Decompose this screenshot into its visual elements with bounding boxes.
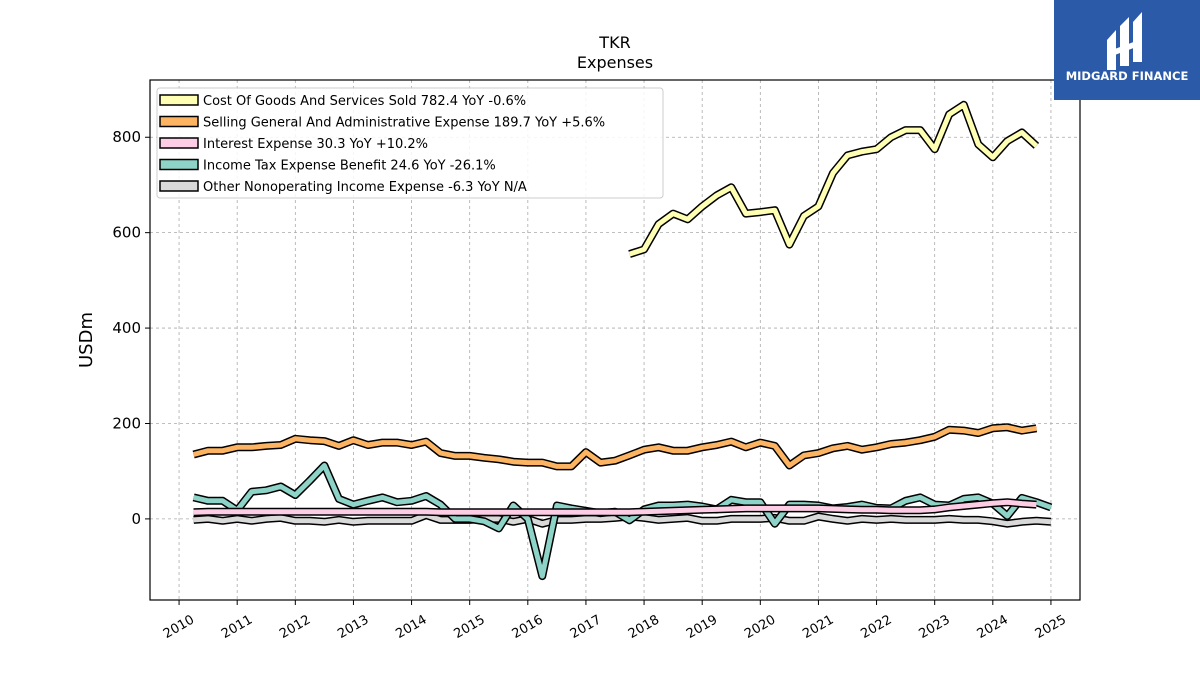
legend-label: Cost Of Goods And Services Sold 782.4 Yo… [203, 94, 526, 109]
series-stroke [628, 102, 1039, 257]
chart-title: TKR [598, 33, 630, 52]
legend-swatch [159, 180, 199, 192]
x-tick-label: 2012 [277, 612, 313, 642]
midgard-bars-icon [1107, 12, 1142, 70]
x-tick-label: 2013 [335, 612, 371, 642]
series-stroke [193, 499, 1037, 515]
series-line-2 [193, 498, 1037, 517]
x-tick-label: 2014 [393, 612, 429, 642]
y-tick-label: 400 [112, 319, 141, 337]
y-tick-label: 0 [131, 510, 141, 528]
x-tick-label: 2016 [510, 612, 546, 642]
x-tick-label: 2015 [452, 612, 488, 642]
legend-swatch [159, 158, 199, 171]
legend-swatch [159, 137, 199, 149]
x-axis: 2010 2011 2012 2013 2014 2015 2016 2017 2018 2019… [161, 600, 1069, 642]
legend-swatch [159, 115, 199, 128]
x-tick-label: 2021 [800, 612, 836, 642]
brand-name: MIDGARD FINANCE [1066, 69, 1189, 83]
legend-label: Selling General And Administrative Expen… [203, 116, 605, 131]
plot-frame [149, 79, 1081, 601]
y-axis: 0 200 400 600 800 [112, 128, 150, 528]
chart-subtitle: Expenses [577, 53, 653, 72]
x-tick-label: 2018 [626, 612, 662, 642]
brand-logo-art: MIDGARD FINANCE [1054, 0, 1200, 100]
legend-label: Income Tax Expense Benefit 24.6 YoY -26.… [203, 159, 496, 174]
x-tick-label: 2017 [568, 612, 604, 642]
series-stroke [192, 424, 1037, 469]
y-tick-label: 600 [112, 224, 141, 242]
x-tick-label: 2022 [858, 612, 894, 642]
x-tick-label: 2024 [975, 612, 1011, 642]
x-tick-label: 2010 [161, 612, 197, 642]
y-axis-label: USDm [76, 312, 97, 368]
x-tick-label: 2011 [219, 612, 255, 642]
legend-label: Interest Expense 30.3 YoY +10.2% [203, 137, 428, 152]
brand-logo: MIDGARD FINANCE [1054, 0, 1200, 100]
legend-box [156, 87, 664, 199]
series-layer [192, 100, 1053, 581]
y-tick-label: 800 [112, 128, 141, 146]
series-line-1 [192, 423, 1038, 471]
series-outline [628, 100, 1040, 258]
x-tick-label: 2023 [917, 612, 953, 642]
legend-swatch [159, 94, 199, 106]
y-tick-label: 200 [112, 414, 141, 432]
legend: Cost Of Goods And Services Sold 782.4 Yo… [156, 87, 664, 199]
series-line-0 [628, 100, 1040, 258]
legend-label: Other Nonoperating Income Expense -6.3 Y… [203, 180, 527, 195]
x-tick-label: 2025 [1033, 612, 1069, 642]
x-tick-label: 2019 [684, 612, 720, 642]
x-tick-label: 2020 [742, 612, 778, 642]
